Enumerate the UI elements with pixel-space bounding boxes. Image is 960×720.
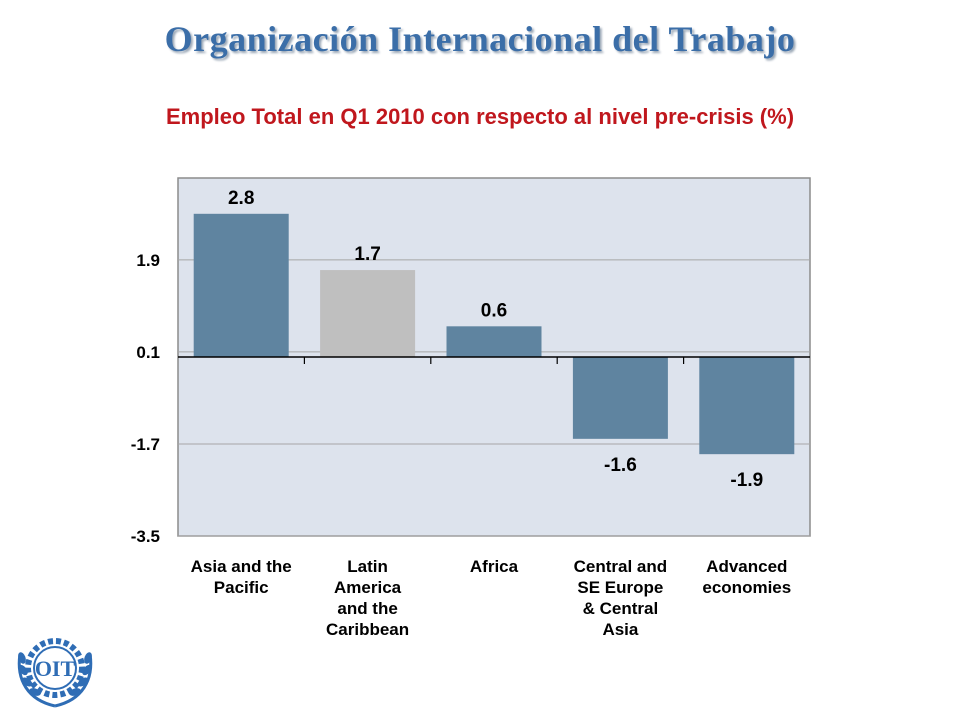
x-tick-label: Asia and the [191, 557, 292, 576]
x-tick-label: Pacific [214, 578, 269, 597]
data-label: 0.6 [481, 300, 507, 321]
x-tick-label: America [334, 578, 402, 597]
ilo-emblem-icon: OIT [17, 638, 93, 708]
data-label: 2.8 [228, 188, 254, 209]
bar [446, 326, 542, 357]
org-title: Organización Internacional del Trabajo [164, 19, 796, 59]
bar [572, 357, 668, 439]
x-tick-label: Africa [470, 557, 519, 576]
x-tick-label: and the [337, 599, 397, 618]
x-tick-label: Caribbean [326, 620, 409, 639]
x-tick-label: & Central [583, 599, 659, 618]
bar [699, 357, 795, 455]
x-tick-label: Advanced [706, 557, 787, 576]
x-tick-label: Asia [602, 620, 638, 639]
data-label: 1.7 [354, 244, 380, 265]
x-tick-label: economies [702, 578, 791, 597]
x-tick-label: SE Europe [577, 578, 663, 597]
y-tick-label: 0.1 [136, 343, 160, 362]
x-tick-label: Central and [574, 557, 668, 576]
data-label: -1.6 [604, 455, 637, 476]
y-tick-label: 1.9 [136, 251, 160, 270]
bar [320, 270, 416, 357]
chart-title: Empleo Total en Q1 2010 con respecto al … [165, 104, 795, 129]
bar [193, 213, 289, 357]
x-tick-label: Latin [347, 557, 388, 576]
y-tick-label: -3.5 [131, 527, 160, 546]
logo-text: OIT [35, 656, 76, 681]
y-tick-label: -1.7 [131, 435, 160, 454]
data-label: -1.9 [730, 470, 763, 491]
